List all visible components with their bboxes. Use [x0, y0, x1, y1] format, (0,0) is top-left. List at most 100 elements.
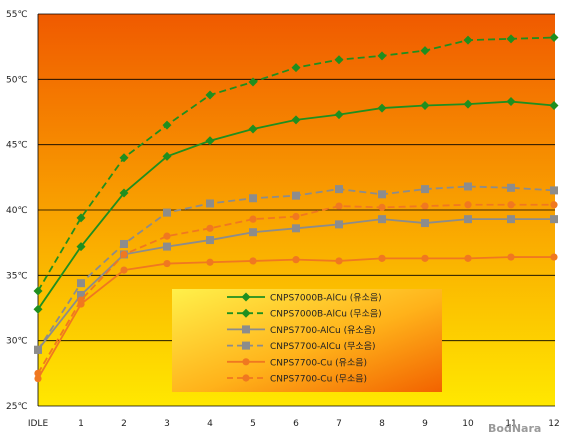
series-1 — [33, 97, 559, 314]
series-4 — [34, 182, 558, 354]
data-point — [33, 304, 43, 314]
data-point — [291, 63, 301, 73]
data-point — [206, 224, 214, 232]
y-tick-label: 55℃ — [6, 10, 28, 20]
data-point — [506, 34, 516, 44]
data-point — [377, 103, 387, 113]
data-point — [248, 77, 258, 87]
series-6 — [34, 201, 558, 377]
x-tick-label: 4 — [207, 419, 213, 429]
data-point — [163, 208, 171, 217]
data-point — [77, 296, 85, 304]
data-point — [249, 257, 257, 265]
data-point — [507, 215, 515, 224]
data-point — [249, 215, 257, 223]
y-tick-label: 35℃ — [6, 271, 28, 281]
data-point — [292, 256, 300, 264]
data-point — [163, 259, 171, 268]
data-point — [163, 242, 171, 251]
y-tick-label: 45℃ — [6, 141, 28, 151]
x-tick-label: 9 — [422, 419, 428, 429]
x-tick-label: 6 — [293, 419, 299, 429]
data-point — [242, 341, 250, 350]
data-point — [335, 185, 343, 194]
data-point — [463, 35, 473, 45]
series-5 — [34, 253, 558, 383]
data-point — [249, 194, 257, 203]
x-tick-label: 3 — [164, 419, 170, 429]
data-point — [335, 257, 343, 265]
data-point — [206, 199, 214, 208]
data-point — [549, 33, 559, 43]
legend-label: CNPS7700-Cu (유소음) — [270, 357, 367, 368]
legend-label: CNPS7000B-AlCu (무소음) — [270, 309, 382, 320]
data-point — [242, 325, 250, 334]
data-point — [163, 232, 171, 240]
data-point — [334, 110, 344, 120]
data-point — [120, 266, 128, 274]
series-group — [33, 33, 559, 383]
data-point — [291, 115, 301, 125]
data-point — [34, 345, 42, 354]
data-point — [242, 374, 250, 382]
data-point — [507, 253, 515, 261]
data-point — [464, 182, 472, 191]
data-point — [77, 290, 85, 299]
data-point — [550, 215, 558, 224]
data-point — [119, 188, 129, 198]
x-tick-label: 5 — [250, 419, 256, 429]
legend: CNPS7000B-AlCu (유소음) CNPS7000B-AlCu (무소음)… — [172, 289, 442, 392]
data-point — [507, 183, 515, 192]
data-point — [76, 242, 86, 252]
x-tick-label: 8 — [379, 419, 385, 429]
data-point — [550, 201, 558, 209]
legend-box — [172, 289, 442, 392]
y-tick-label: 40℃ — [6, 206, 28, 216]
series-2 — [33, 33, 559, 296]
data-point — [507, 201, 515, 209]
y-axis: 25℃ 30℃ 35℃ 40℃ 45℃ 50℃ 55℃ — [6, 10, 28, 412]
data-point — [205, 90, 215, 100]
data-point — [242, 358, 250, 366]
data-point — [421, 202, 429, 210]
data-point — [420, 46, 430, 56]
data-point — [249, 228, 257, 237]
x-axis: IDLE 1 2 3 4 5 6 7 8 9 10 11 12 — [28, 419, 560, 429]
legend-label: CNPS7700-AlCu (유소음) — [270, 325, 375, 336]
data-point — [120, 239, 128, 248]
data-point — [162, 151, 172, 161]
data-point — [292, 224, 300, 233]
data-point — [378, 190, 386, 199]
data-point — [550, 253, 558, 261]
data-point — [464, 254, 472, 262]
data-point — [550, 186, 558, 195]
data-point — [241, 292, 251, 302]
data-point — [378, 254, 386, 262]
y-tick-label: 25℃ — [6, 402, 28, 412]
data-point — [77, 279, 85, 288]
x-tick-label: 7 — [336, 419, 342, 429]
data-point — [205, 136, 215, 146]
data-point — [420, 100, 430, 110]
data-point — [421, 185, 429, 194]
data-point — [292, 191, 300, 200]
data-point — [76, 213, 86, 223]
data-point — [463, 99, 473, 109]
legend-label: CNPS7700-AlCu (무소음) — [270, 341, 375, 352]
x-tick-label: IDLE — [28, 419, 49, 429]
data-point — [378, 215, 386, 224]
data-point — [33, 286, 43, 296]
legend-label: CNPS7700-Cu (무소음) — [270, 374, 367, 385]
data-point — [421, 254, 429, 262]
data-point — [206, 236, 214, 245]
watermark: BodNara — [488, 422, 541, 435]
data-point — [34, 374, 42, 383]
y-tick-label: 30℃ — [6, 337, 28, 347]
data-point — [421, 219, 429, 228]
data-point — [334, 55, 344, 65]
data-point — [464, 215, 472, 224]
data-point — [292, 212, 300, 221]
x-tick-label: 2 — [121, 419, 127, 429]
data-point — [549, 100, 559, 110]
